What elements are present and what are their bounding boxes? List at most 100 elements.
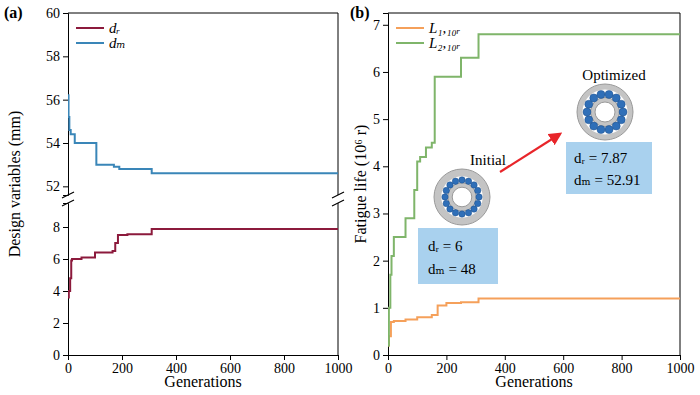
annotation-box [418,228,498,284]
bearing-ball [475,200,481,206]
x-tick: 800 [612,355,633,376]
x-tick: 800 [274,355,295,376]
y-tick-mark [63,186,68,187]
legend-swatch [396,27,424,29]
y-tick-label: 1 [373,301,380,316]
y-tick-label: 0 [373,348,380,363]
break-mark [332,192,344,198]
series-line [388,34,680,345]
bearing-ball [605,126,613,134]
y-tick-label: 7 [373,18,380,33]
bearing-ball [605,90,613,98]
y-tick: 3 [373,206,388,221]
bearing-inner [448,183,477,212]
x-axis-title: Generations [164,373,241,390]
x-tick-mark [338,355,339,360]
frame-line [388,13,680,14]
y-axis-line [63,204,69,356]
y-tick-mark [383,25,388,26]
break-mark [62,192,74,198]
bearing-icon [577,84,633,140]
annotation-arrow [500,134,560,172]
frame-line [680,13,681,355]
plot-frame [68,13,338,195]
legend: dᵣdₘ [76,20,126,51]
legend-swatch [396,42,424,44]
bearing-bore [452,187,472,207]
y-axis: 01234567 [373,14,389,363]
y-tick-label: 54 [46,136,60,151]
y-tick: 2 [373,254,388,269]
legend-swatch [76,27,104,29]
panel-title: (a) [4,4,23,22]
y-tick: 0 [53,348,68,363]
series-line [388,298,680,345]
y-tick: 52 [46,179,68,194]
bearing-ball [476,194,482,200]
bearing-ball [475,187,481,193]
x-tick-mark [122,355,123,360]
y-tick-mark [383,261,388,262]
y-axis: 52 54 56 58 60 [46,6,69,196]
bearing-ball [617,100,625,108]
bearing-gap [441,176,482,217]
x-tick-mark [505,355,506,360]
annotation-text: Optimized [582,67,646,83]
annotation-text: dₘ = 52.91 [574,172,640,188]
x-tick: 1000 [667,355,695,376]
y-tick-mark [63,13,68,14]
x-tick: 0 [385,355,392,376]
bearing-outer [577,84,633,140]
y-tick: 54 [46,136,68,151]
axis-break [62,192,344,206]
y-tick-mark [383,308,388,309]
break-mark [62,200,74,206]
frame-line [68,13,338,14]
x-tick-mark [230,355,231,360]
bearing-ball [447,182,453,188]
y-tick: 58 [46,49,68,64]
plot-frame [338,203,339,355]
inset-annotations: Initialdᵣ = 6dₘ = 48Optimizeddᵣ = 7.87dₘ… [418,67,652,284]
y-axis-title: Design variables (mm) [6,111,24,258]
x-tick-label: 1000 [667,361,695,376]
y-tick-mark [383,72,388,73]
y-axis: 02468 [53,204,69,363]
series-group [388,34,680,345]
annotation-text: dᵣ = 6 [428,238,463,254]
bearing-ball [471,206,477,212]
x-tick-mark [284,355,285,360]
y-tick-label: 5 [373,112,380,127]
y-tick: 0 [373,348,388,363]
y-tick-label: 6 [373,65,380,80]
y-tick: 7 [373,18,388,33]
y-tick-mark [383,355,388,356]
y-tick-mark [383,213,388,214]
frame-line [338,13,339,195]
bearing-ball [471,182,477,188]
y-tick: 2 [53,316,68,331]
plot-frame [388,13,680,355]
x-tick-label: 800 [274,361,295,376]
y-tick: 60 [46,6,68,21]
break-mark [332,200,344,206]
y-tick-label: 0 [53,348,60,363]
x-tick-label: 800 [612,361,633,376]
bearing-ball [597,90,605,98]
legend: L₁,₁₀ᵣL₂,₁₀ᵣ [396,20,461,51]
bearing-ball [452,210,458,216]
legend-label: L₂,₁₀ᵣ [428,35,461,51]
bearing-ball [612,122,620,130]
x-tick-mark [176,355,177,360]
annotation-text: Initial [470,152,506,168]
legend-swatch [76,42,104,44]
y-tick: 56 [46,93,68,108]
y-tick-mark [383,166,388,167]
series-group [68,95,338,173]
y-tick-label: 2 [53,316,60,331]
y-axis-line [383,14,389,356]
y-tick-mark [63,291,68,292]
bearing-ball [443,200,449,206]
y-tick: 8 [53,220,68,235]
y-tick-mark [63,227,68,228]
